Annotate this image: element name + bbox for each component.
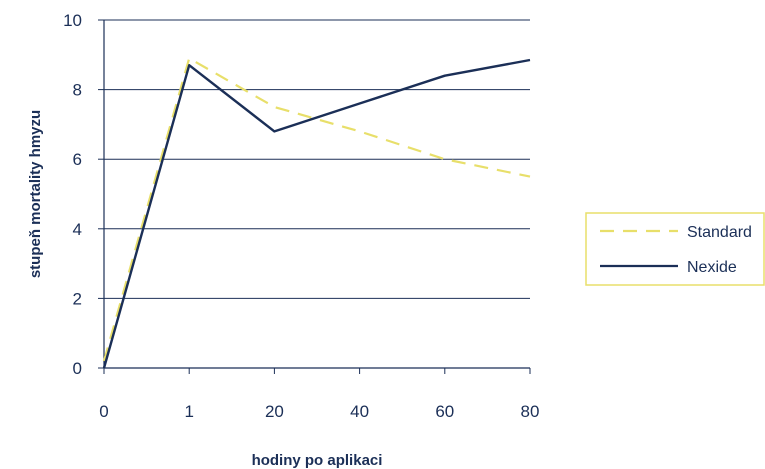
y-tick-labels: 0 2 4 6 8 10: [63, 11, 104, 378]
series-lines: [102, 57, 531, 369]
x-tick-label: 20: [265, 402, 284, 421]
x-tick-label: 60: [435, 402, 454, 421]
y-tick-label: 4: [73, 220, 82, 239]
x-tick-label: 40: [350, 402, 369, 421]
x-tick-label: 80: [521, 402, 540, 421]
gridlines: [104, 19, 530, 299]
x-tick-label: 1: [184, 402, 193, 421]
legend-box: [585, 212, 765, 286]
axes: [103, 20, 530, 369]
legend: Standard Nexide: [585, 212, 765, 286]
y-tick-label: 8: [73, 81, 82, 100]
x-tick-label: 0: [99, 402, 108, 421]
y-tick-label: 2: [73, 289, 82, 308]
y-axis-title: stupeň mortality hmyzu: [27, 110, 44, 278]
y-tick-label: 10: [63, 11, 82, 30]
series-line-nexide: [102, 58, 531, 369]
series-line-standard: [102, 57, 531, 362]
x-tick-labels: 0 1 20 40 60 80: [99, 368, 539, 421]
legend-label-nexide: Nexide: [687, 259, 737, 276]
y-tick-label: 0: [73, 359, 82, 378]
y-tick-label: 6: [73, 150, 82, 169]
legend-label-standard: Standard: [687, 224, 752, 241]
x-axis-title: hodiny po aplikaci: [252, 452, 383, 469]
